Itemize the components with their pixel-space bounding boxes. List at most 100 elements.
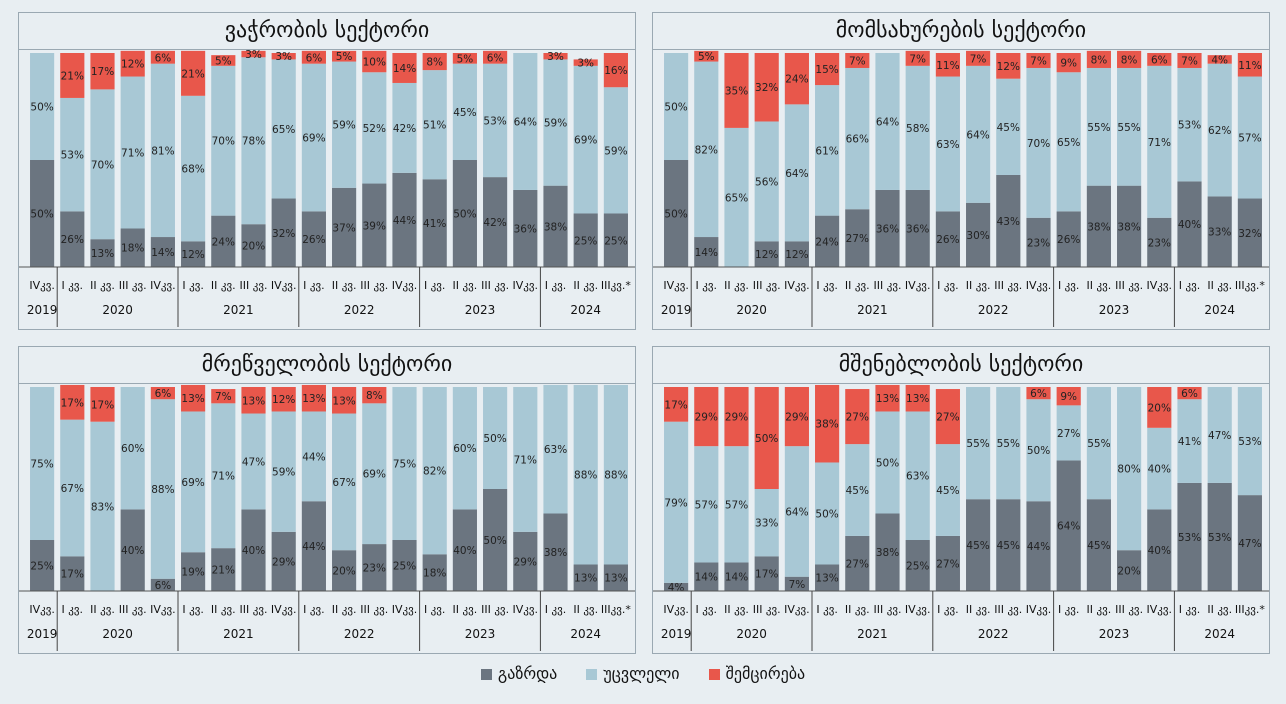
data-label: 64% — [514, 116, 537, 128]
data-label: 88% — [574, 470, 597, 482]
data-label: 36% — [876, 223, 899, 235]
data-label: 25% — [604, 235, 627, 247]
bar-segment-increase — [1056, 460, 1081, 591]
x-tick-label: I კვ. — [303, 603, 325, 616]
data-label: 37% — [332, 222, 355, 234]
bar-segment-unchanged — [905, 411, 930, 540]
bar-segment-increase — [724, 562, 749, 591]
data-label: 67% — [61, 483, 84, 495]
bar-segment-increase — [694, 237, 719, 267]
x-tick-label: IIIკვ.* — [601, 279, 631, 292]
data-label: 36% — [514, 223, 537, 235]
bar-segment-increase — [452, 160, 477, 267]
data-label: 38% — [815, 419, 838, 431]
bar-segment-unchanged — [422, 387, 447, 555]
data-label: 88% — [151, 484, 174, 496]
bar-segment-unchanged — [845, 67, 870, 210]
bar-segment-increase — [150, 237, 175, 267]
bar-segment-unchanged — [1086, 387, 1111, 500]
x-tick-label: I კვ. — [1058, 279, 1080, 292]
bar-segment-unchanged — [784, 446, 809, 577]
bar-segment-unchanged — [392, 82, 417, 173]
x-tick-label: IVკვ. — [513, 279, 539, 292]
legend-label-increase: გაზრდა — [497, 664, 558, 683]
bar-segment-increase — [815, 215, 840, 267]
bar-segment-unchanged — [543, 384, 568, 514]
bar-segment-increase — [875, 513, 900, 591]
data-label: 26% — [936, 234, 959, 246]
x-tick-label: I კვ. — [816, 603, 838, 616]
bar-segment-unchanged — [1117, 387, 1142, 551]
data-label: 8% — [1121, 54, 1138, 66]
bar-segment-unchanged — [694, 446, 719, 563]
data-label: 69% — [302, 133, 325, 145]
bar-segment-increase — [845, 535, 870, 591]
bar-segment-decrease — [301, 50, 326, 64]
x-tick-label: II კვ. — [1087, 279, 1112, 292]
data-label: 64% — [1057, 521, 1080, 533]
x-tick-label: III კვ. — [240, 603, 268, 616]
data-label: 8% — [426, 57, 443, 69]
bar-segment-decrease — [724, 387, 749, 447]
bar-segment-increase — [603, 564, 628, 591]
data-label: 38% — [876, 547, 899, 559]
bar-segment-unchanged — [422, 70, 447, 180]
bar-segment-increase — [543, 185, 568, 267]
bar-segment-increase — [875, 189, 900, 267]
data-label: 44% — [302, 541, 325, 553]
data-label: 20% — [1148, 402, 1171, 414]
data-label: 25% — [393, 561, 416, 573]
bar-segment-unchanged — [181, 411, 206, 553]
year-label: 2022 — [978, 627, 1009, 641]
x-tick-label: IVკვ. — [905, 279, 931, 292]
bar-segment-decrease — [1056, 53, 1081, 73]
data-label: 44% — [393, 215, 416, 227]
chart-construction: 4% 79% 17% 14% 57% 29% 14% 57% 29% 17% 33% 50% 7% 64%… — [653, 384, 1269, 651]
data-label: 29% — [514, 556, 537, 568]
data-label: 59% — [332, 120, 355, 132]
x-tick-label: II კვ. — [1207, 279, 1232, 292]
data-label: 13% — [302, 393, 325, 405]
data-label: 71% — [212, 471, 235, 483]
data-label: 64% — [785, 168, 808, 180]
data-label: 44% — [302, 451, 325, 463]
bar-segment-increase — [120, 509, 145, 591]
legend-swatch-decrease — [708, 669, 720, 680]
data-label: 69% — [181, 477, 204, 489]
data-label: 6% — [1181, 388, 1198, 400]
data-label: 32% — [1238, 228, 1261, 240]
bar-segment-unchanged — [603, 384, 628, 565]
data-label: 15% — [815, 64, 838, 76]
data-label: 62% — [1208, 125, 1231, 137]
bar-segment-increase — [301, 211, 326, 267]
bar-segment-decrease — [60, 53, 85, 98]
panel-construction: მშენებლობის სექტორი 4% 79% 17% 14% 57% 29% 14%… — [652, 346, 1270, 654]
year-label: 2021 — [857, 303, 888, 317]
x-tick-label: IVკვ. — [1026, 603, 1052, 616]
bar-segment-decrease — [241, 387, 266, 414]
bar-segment-unchanged — [905, 65, 930, 190]
data-label: 45% — [453, 107, 476, 119]
bar-segment-unchanged — [966, 65, 991, 203]
bar-segment-decrease — [181, 50, 206, 96]
data-label: 70% — [1027, 138, 1050, 150]
bar-segment-unchanged — [90, 89, 115, 240]
data-label: 50% — [453, 209, 476, 221]
data-label: 33% — [755, 518, 778, 530]
data-label: 13% — [815, 573, 838, 585]
x-tick-label: IVკვ. — [513, 603, 539, 616]
data-label: 45% — [846, 485, 869, 497]
bar-segment-unchanged — [362, 403, 387, 545]
bar-segment-unchanged — [332, 61, 357, 188]
bar-segment-unchanged — [1147, 65, 1172, 218]
x-tick-label: IVკვ. — [392, 279, 418, 292]
bar-segment-increase — [181, 552, 206, 591]
data-label: 71% — [121, 148, 144, 160]
bar-segment-decrease — [362, 50, 387, 73]
x-tick-label: II კვ. — [90, 279, 115, 292]
data-label: 36% — [906, 223, 929, 235]
data-label: 5% — [698, 51, 715, 63]
data-label: 63% — [906, 471, 929, 483]
data-label: 53% — [61, 150, 84, 162]
data-label: 29% — [785, 412, 808, 424]
